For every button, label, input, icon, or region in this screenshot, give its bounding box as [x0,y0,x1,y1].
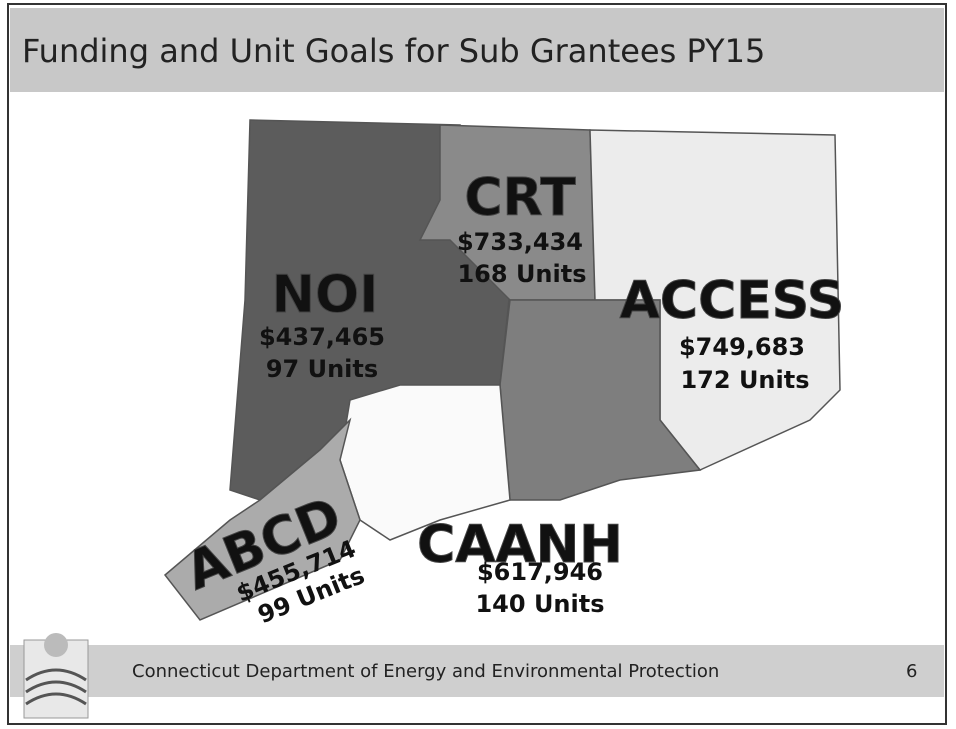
footer-text: Connecticut Department of Energy and Env… [132,661,719,682]
map [163,119,841,621]
region-name: NOI [271,265,378,325]
slide-title: Funding and Unit Goals for Sub Grantees … [22,32,765,70]
title-bar [10,8,944,92]
region-amount: $617,946 [477,558,603,586]
region-units: 168 Units [457,260,586,288]
footer-bar [10,645,944,697]
region-units: 140 Units [475,590,604,618]
region-amount: $437,465 [259,323,385,351]
region-name: CRT [464,168,576,228]
region-name: ACCESS [620,271,845,331]
region-abcd [163,417,361,621]
region-units: 172 Units [680,366,809,394]
page-number: 6 [906,661,917,682]
logo [23,633,89,719]
region-units: 97 Units [266,355,378,383]
region-name: CAANH [417,515,623,575]
region-amount: $749,683 [679,333,805,361]
map-labels: NOI $437,465 97 Units CRT $733,434 168 U… [177,168,845,630]
region-amount: $733,434 [457,228,583,256]
